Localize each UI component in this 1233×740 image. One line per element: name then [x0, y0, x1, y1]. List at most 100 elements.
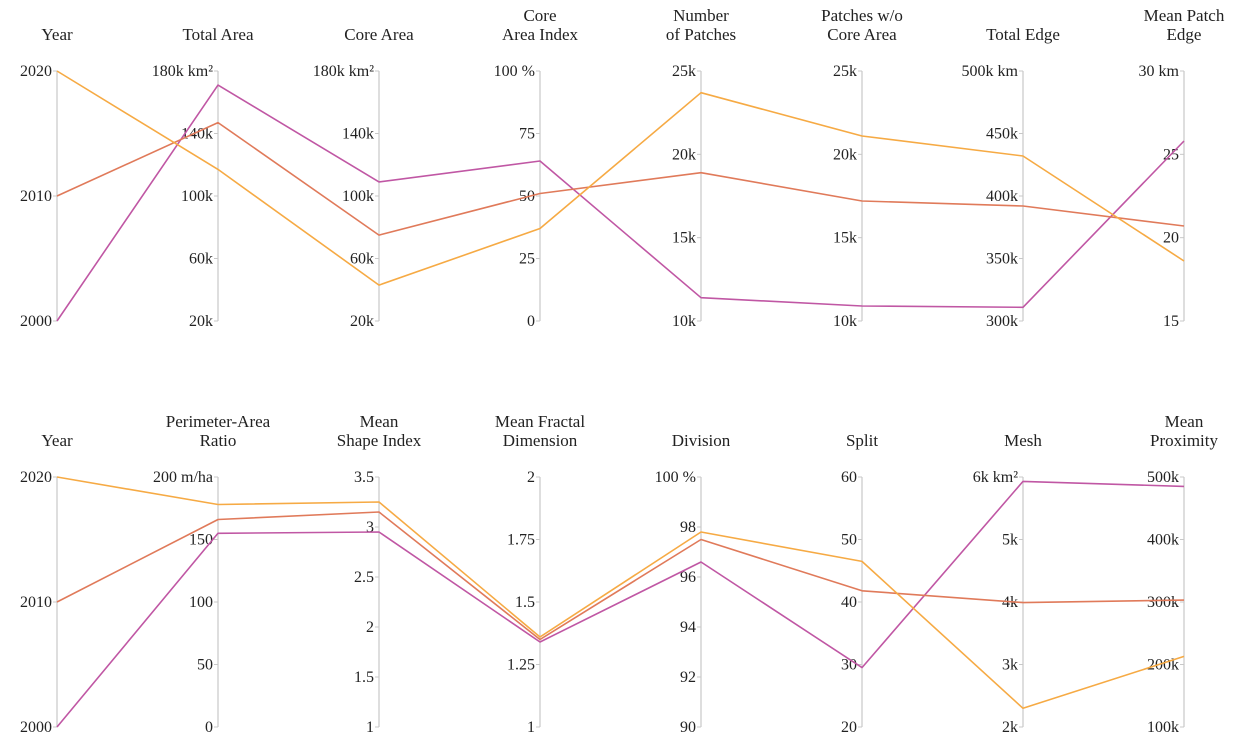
tick-label: 25k — [672, 63, 696, 80]
axis-title: Proximity — [1150, 431, 1219, 450]
tick-label: 300k — [1147, 594, 1179, 611]
tick-label: 15 — [1163, 313, 1179, 330]
axis-title: Patches w/o — [821, 6, 903, 25]
tick-label: 4k — [1002, 594, 1018, 611]
tick-label: 5k — [1002, 532, 1018, 549]
tick-label: 0 — [205, 719, 213, 735]
axis-core_area: 20k 60k 100k 140k 180k km² Core Area — [313, 25, 414, 330]
axis-title: Number — [673, 6, 729, 25]
tick-label: 98 — [680, 519, 696, 536]
tick-label: 140k — [342, 126, 374, 143]
tick-label: 100k — [1147, 719, 1179, 735]
tick-label: 150 — [189, 532, 213, 549]
series-line-2010 — [56, 511, 1185, 641]
tick-label: 140k — [181, 126, 213, 143]
tick-label: 20k — [672, 146, 696, 163]
tick-label: 20 — [841, 719, 857, 735]
tick-label: 94 — [680, 619, 696, 636]
axis-title: Year — [41, 25, 73, 44]
tick-label: 75 — [519, 126, 535, 143]
tick-label: 200 m/ha — [153, 469, 213, 486]
axis-title: Division — [672, 431, 731, 450]
tick-label: 1 — [366, 719, 374, 735]
axis-title: Mean — [360, 412, 399, 431]
tick-label: 2.5 — [354, 569, 374, 586]
tick-label: 400k — [1147, 532, 1179, 549]
tick-label: 400k — [986, 188, 1018, 205]
tick-label: 100 — [189, 594, 213, 611]
tick-label: 180k km² — [152, 63, 213, 80]
tick-label: 500k — [1147, 469, 1179, 486]
tick-label: 100k — [342, 188, 374, 205]
series-line-2000 — [56, 480, 1185, 728]
tick-label: 20k — [833, 146, 857, 163]
axis-title: Split — [846, 431, 878, 450]
axis-title: Perimeter-Area — [166, 412, 271, 431]
series-line-2020 — [56, 70, 1185, 286]
tick-label: 1.5 — [354, 669, 374, 686]
axis-mesh: 2k 3k 4k 5k 6k km² Mesh — [973, 431, 1043, 736]
tick-label: 2020 — [20, 63, 52, 80]
tick-label: 450k — [986, 126, 1018, 143]
tick-label: 40 — [841, 594, 857, 611]
tick-label: 3.5 — [354, 469, 374, 486]
tick-label: 25 — [519, 251, 535, 268]
tick-label: 3 — [366, 519, 374, 536]
tick-label: 15k — [672, 230, 696, 247]
axis-division: 90 92 94 96 98 100 % Division — [655, 431, 731, 736]
tick-label: 20 — [1163, 230, 1179, 247]
tick-label: 0 — [527, 313, 535, 330]
tick-label: 1.75 — [507, 532, 535, 549]
tick-label: 10k — [833, 313, 857, 330]
axis-total_edge: 300k 350k 400k 450k 500k km Total Edge — [962, 25, 1060, 330]
tick-label: 96 — [680, 569, 696, 586]
tick-label: 20k — [189, 313, 213, 330]
axis-title: Total Edge — [986, 25, 1060, 44]
tick-label: 92 — [680, 669, 696, 686]
axis-total_area: 20k 60k 100k 140k 180k km² Total Area — [152, 25, 254, 330]
tick-label: 2000 — [20, 719, 52, 735]
tick-label: 2k — [1002, 719, 1018, 735]
tick-label: 25k — [833, 63, 857, 80]
tick-label: 2 — [366, 619, 374, 636]
tick-label: 60k — [350, 251, 374, 268]
tick-label: 300k — [986, 313, 1018, 330]
tick-label: 60 — [841, 469, 857, 486]
tick-label: 6k km² — [973, 469, 1018, 486]
tick-label: 1 — [527, 719, 535, 735]
tick-label: 2010 — [20, 594, 52, 611]
axis-title: Year — [41, 431, 73, 450]
tick-label: 2 — [527, 469, 535, 486]
series-line-2000 — [56, 84, 1185, 322]
axis-title: Shape Index — [337, 431, 422, 450]
series-line-2010 — [56, 121, 1185, 236]
tick-label: 10k — [672, 313, 696, 330]
tick-label: 30 km — [1139, 63, 1180, 80]
tick-label: 90 — [680, 719, 696, 735]
axis-title: Mean — [1165, 412, 1204, 431]
tick-label: 2000 — [20, 313, 52, 330]
tick-label: 100k — [181, 188, 213, 205]
tick-label: 100 % — [494, 63, 535, 80]
panel-landscape-area-edge: 2000 2010 2020 Year 20k 60k 100k 140k 180k km² To… — [20, 6, 1225, 330]
tick-label: 2020 — [20, 469, 52, 486]
axis-title: Mean Fractal — [495, 412, 585, 431]
tick-label: 100 % — [655, 469, 696, 486]
tick-label: 1.5 — [515, 594, 535, 611]
axis-title: Mesh — [1004, 431, 1042, 450]
axis-title: Ratio — [200, 431, 237, 450]
series-line-2020 — [56, 476, 1185, 710]
axis-title: Area Index — [502, 25, 578, 44]
axis-title: Dimension — [503, 431, 578, 450]
tick-label: 20k — [350, 313, 374, 330]
